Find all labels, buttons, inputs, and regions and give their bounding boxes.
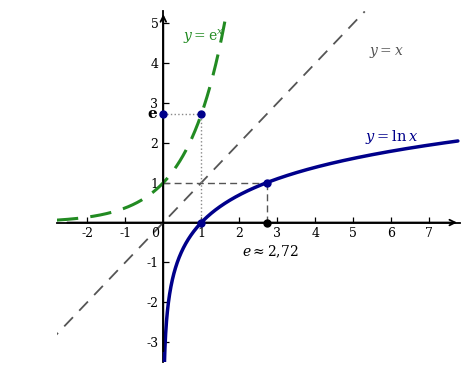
Text: $y = \ln x$: $y = \ln x$ <box>365 128 418 146</box>
Text: $\mathbf{e}$: $\mathbf{e}$ <box>146 107 157 121</box>
Text: $e \approx 2{,}72$: $e \approx 2{,}72$ <box>242 243 299 260</box>
Text: 0: 0 <box>151 227 159 240</box>
Text: $y = \mathrm{e}^x$: $y = \mathrm{e}^x$ <box>183 28 224 46</box>
Text: $y = x$: $y = x$ <box>369 45 403 60</box>
